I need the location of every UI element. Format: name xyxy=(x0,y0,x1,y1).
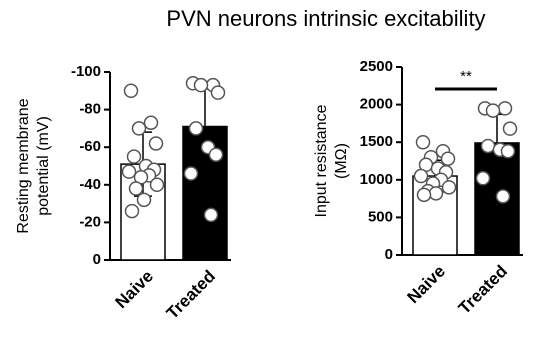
data-point xyxy=(416,187,432,203)
y-tick-label: -60 xyxy=(79,138,101,155)
data-point xyxy=(203,207,219,223)
y-tick-label: 1000 xyxy=(360,171,393,188)
y-axis-label: (MΩ) xyxy=(333,143,350,179)
data-point xyxy=(502,121,518,136)
data-point xyxy=(495,189,511,204)
data-point xyxy=(123,83,139,99)
significance-label: ** xyxy=(460,68,472,85)
y-tick-label: 0 xyxy=(93,251,101,268)
y-axis-label: Resting membrane xyxy=(15,98,32,233)
data-point xyxy=(136,192,152,208)
data-point xyxy=(485,103,501,118)
data-point xyxy=(480,138,496,154)
x-tick-label: Naive xyxy=(111,267,157,313)
data-point xyxy=(440,151,456,166)
data-point xyxy=(441,180,457,195)
data-point xyxy=(497,101,513,116)
data-point xyxy=(148,136,164,151)
data-point xyxy=(193,77,209,93)
data-point xyxy=(475,171,491,186)
data-point xyxy=(124,203,140,219)
y-axis-label: potential (mV) xyxy=(35,116,52,216)
data-point xyxy=(121,164,137,179)
data-point xyxy=(413,168,429,184)
data-point xyxy=(210,85,226,100)
data-point xyxy=(500,143,516,159)
data-point xyxy=(183,166,199,181)
data-point xyxy=(128,181,144,196)
y-tick-label: -100 xyxy=(71,63,101,80)
y-tick-label: 2000 xyxy=(360,96,393,113)
y-tick-label: -40 xyxy=(79,176,101,193)
x-tick-label: Treated xyxy=(163,267,219,323)
y-tick-label: -20 xyxy=(79,213,101,230)
x-tick-label: Treated xyxy=(455,262,511,318)
data-point xyxy=(126,149,142,164)
data-point xyxy=(208,147,224,162)
x-tick-label: Naive xyxy=(403,262,449,308)
y-tick-label: 500 xyxy=(368,208,393,225)
chart-title: PVN neurons intrinsic excitability xyxy=(166,6,485,31)
y-tick-label: 2500 xyxy=(360,58,393,75)
data-point xyxy=(188,121,204,136)
y-tick-label: 1500 xyxy=(360,133,393,150)
y-tick-label: -80 xyxy=(79,101,101,118)
data-point xyxy=(415,134,431,150)
data-point xyxy=(143,115,159,131)
data-point xyxy=(131,121,147,136)
y-tick-label: 0 xyxy=(385,246,393,263)
data-point xyxy=(149,177,165,193)
y-axis-label: Input resistance xyxy=(313,104,330,217)
data-point xyxy=(428,186,444,201)
